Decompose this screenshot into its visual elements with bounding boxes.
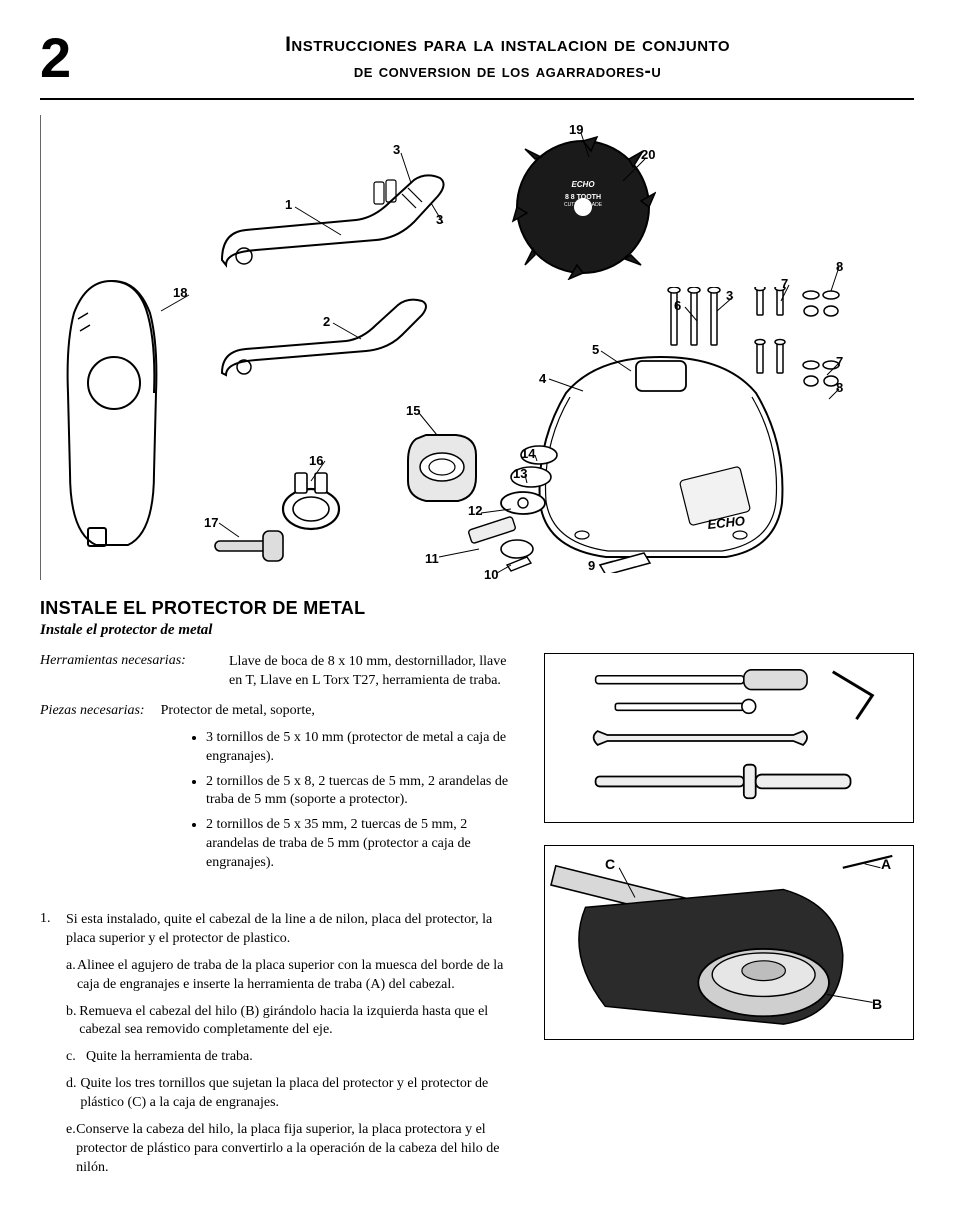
- substep-letter: b.: [66, 1003, 79, 1041]
- diagram-callout: 8: [836, 380, 843, 395]
- diagram-callout: 12: [468, 503, 482, 518]
- substep-text: Quite la herramienta de traba.: [86, 1048, 253, 1067]
- substep-letter: a.: [66, 957, 77, 995]
- diagram-callout: 16: [309, 453, 323, 468]
- substep: b. Remueva el cabezal del hilo (B) girán…: [66, 1003, 520, 1041]
- tools-figure: [544, 653, 914, 823]
- parts-diagram: ECHO 8 8 TOOTH CUTTER BLADE: [40, 115, 914, 580]
- diagram-callout: 17: [204, 515, 218, 530]
- diagram-callout: 4: [539, 371, 546, 386]
- diagram-callout: 9: [588, 558, 595, 573]
- harness-illustration: [56, 273, 186, 553]
- diagram-callout: 1: [285, 197, 292, 212]
- figure-label-b: B: [872, 996, 882, 1012]
- diagram-callout: 7: [781, 276, 788, 291]
- diagram-callout: 18: [173, 285, 187, 300]
- figure-label-a: A: [881, 856, 891, 872]
- t-wrench-illustration: [211, 525, 286, 565]
- svg-text:8 8 TOOTH: 8 8 TOOTH: [565, 194, 601, 201]
- substep-text: Remueva el cabezal del hilo (B) girándol…: [79, 1003, 520, 1041]
- diagram-callout: 11: [425, 551, 439, 566]
- step-intro: Si esta instalado, quite el cabezal de l…: [66, 912, 492, 946]
- diagram-callout: 3: [726, 288, 733, 303]
- diagram-callout: 8: [836, 259, 843, 274]
- diagram-callout: 19: [569, 122, 583, 137]
- content-columns: Herramientas necesarias: Llave de boca d…: [40, 653, 914, 1192]
- step-body: Si esta instalado, quite el cabezal de l…: [66, 911, 520, 1186]
- svg-text:ECHO: ECHO: [571, 180, 595, 189]
- step-1: 1. Si esta instalado, quite el cabezal d…: [40, 911, 520, 1186]
- substep-letter: e.: [66, 1121, 76, 1178]
- figure-column: C A B: [544, 653, 914, 1062]
- diagram-callout: 5: [592, 342, 599, 357]
- parts-required: Piezas necesarias: Protector de metal, s…: [40, 701, 520, 719]
- substep: e. Conserve la cabeza del hilo, la placa…: [66, 1121, 520, 1178]
- substep: c. Quite la herramienta de traba.: [66, 1048, 520, 1067]
- diagram-callout: 14: [521, 446, 535, 461]
- handle-2-illustration: [216, 295, 436, 390]
- page-header: 2 Instrucciones para la instalacion de c…: [40, 30, 914, 100]
- head-figure-svg: [545, 846, 913, 1039]
- handle-1-illustration: [216, 170, 456, 280]
- bullet-item: 3 tornillos de 5 x 10 mm (protector de m…: [206, 729, 520, 767]
- substep-text: Conserve la cabeza del hilo, la placa fi…: [76, 1121, 520, 1178]
- title-line-1: Instrucciones para la instalacion de con…: [101, 33, 914, 57]
- bullet-item: 2 tornillos de 5 x 35 mm, 2 tuercas de 5…: [206, 816, 520, 873]
- substep: a. Alinee el agujero de traba de la plac…: [66, 957, 520, 995]
- diagram-callout: 6: [674, 298, 681, 313]
- diagram-callout: 10: [484, 567, 498, 582]
- diagram-callout: 2: [323, 314, 330, 329]
- title-line-2: de conversion de los agarradores-u: [101, 61, 914, 83]
- diagram-callout: 3: [393, 142, 400, 157]
- tools-label: Herramientas necesarias:: [40, 653, 215, 691]
- page-title: Instrucciones para la instalacion de con…: [101, 33, 914, 83]
- section-heading: INSTALE EL PROTECTOR DE METAL: [40, 598, 914, 619]
- diagram-callout: 15: [406, 403, 420, 418]
- figure-label-c: C: [605, 856, 615, 872]
- diagram-callout: 13: [513, 466, 527, 481]
- substep: d. Quite los tres tornillos que sujetan …: [66, 1075, 520, 1113]
- parts-value: Protector de metal, soporte,: [161, 703, 315, 718]
- diagram-callout: 3: [436, 212, 443, 227]
- substep-text: Alinee el agujero de traba de la placa s…: [77, 957, 520, 995]
- svg-text:CUTTER BLADE: CUTTER BLADE: [564, 202, 603, 208]
- bullet-item: 2 tornillos de 5 x 8, 2 tuercas de 5 mm,…: [206, 773, 520, 811]
- tools-figure-svg: [545, 654, 913, 822]
- page-number: 2: [40, 30, 71, 86]
- instruction-steps: 1. Si esta instalado, quite el cabezal d…: [40, 911, 520, 1186]
- diagram-callout: 7: [836, 354, 843, 369]
- step-number: 1.: [40, 911, 66, 1186]
- tools-value: Llave de boca de 8 x 10 mm, destornillad…: [229, 653, 520, 691]
- parts-label: Piezas necesarias:: [40, 703, 145, 718]
- substep-list: a. Alinee el agujero de traba de la plac…: [66, 957, 520, 1178]
- head-removal-figure: C A B: [544, 845, 914, 1040]
- substep-letter: d.: [66, 1075, 80, 1113]
- substep-text: Quite los tres tornillos que sujetan la …: [80, 1075, 520, 1113]
- section-subheading: Instale el protector de metal: [40, 622, 914, 639]
- substep-letter: c.: [66, 1048, 86, 1067]
- blade-illustration: ECHO 8 8 TOOTH CUTTER BLADE: [511, 135, 656, 280]
- diagram-callout: 20: [641, 147, 655, 162]
- parts-bullet-list: 3 tornillos de 5 x 10 mm (protector de m…: [190, 729, 520, 873]
- text-column: Herramientas necesarias: Llave de boca d…: [40, 653, 520, 1192]
- tools-required: Herramientas necesarias: Llave de boca d…: [40, 653, 520, 691]
